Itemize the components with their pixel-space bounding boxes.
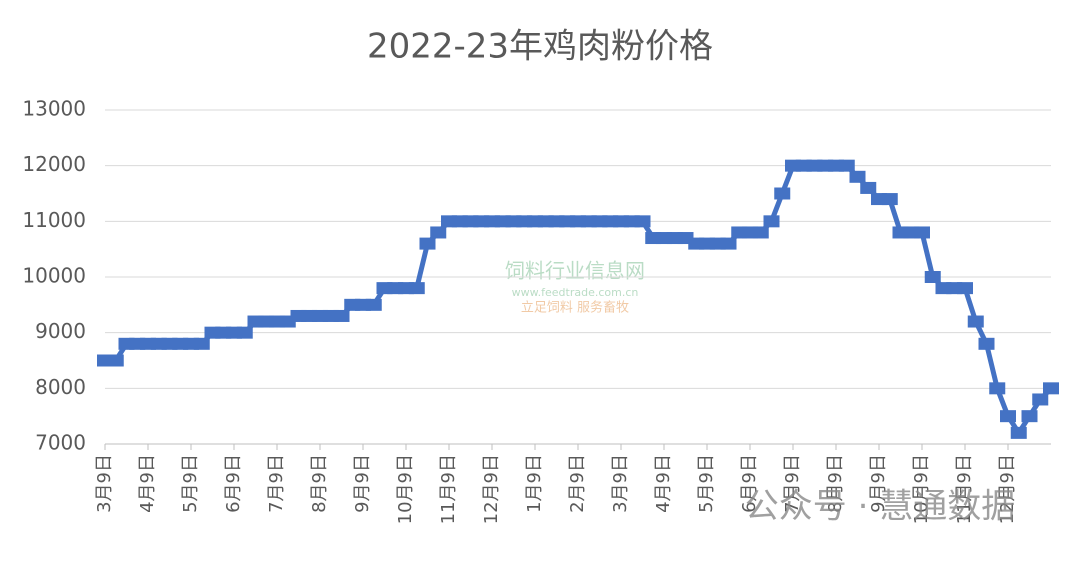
- data-point: [430, 226, 447, 239]
- y-tick-label: 9000: [35, 319, 86, 343]
- x-tick-label: 7月9日: [266, 454, 287, 513]
- data-point: [763, 215, 780, 228]
- data-point: [236, 326, 253, 339]
- data-point: [881, 193, 898, 206]
- data-point: [419, 237, 436, 250]
- data-point: [967, 315, 984, 328]
- data-point: [924, 271, 941, 283]
- y-tick-label: 7000: [35, 431, 86, 455]
- x-tick-label: 2月9日: [567, 454, 588, 513]
- y-tick-label: 13000: [22, 97, 86, 121]
- y-tick-label: 10000: [22, 264, 86, 288]
- y-tick-label: 12000: [22, 152, 86, 176]
- x-tick-label: 5月9日: [696, 454, 717, 513]
- x-tick-label: 9月9日: [352, 454, 373, 513]
- x-tick-label: 4月9日: [137, 454, 158, 513]
- x-tick-label: 9月9日: [868, 454, 889, 513]
- x-tick-label: 7月9日: [782, 454, 803, 513]
- x-tick-label: 3月9日: [94, 454, 115, 513]
- data-point: [774, 187, 791, 200]
- data-point: [720, 237, 737, 250]
- data-point: [1032, 393, 1049, 406]
- x-tick-label: 12月9日: [997, 454, 1018, 524]
- data-point: [333, 309, 350, 322]
- x-tick-label: 10月9日: [395, 454, 416, 524]
- data-point: [107, 354, 124, 367]
- chart-title: 2022-23年鸡肉粉价格: [367, 27, 713, 67]
- data-point: [408, 282, 425, 295]
- x-tick-label: 11月9日: [954, 454, 975, 524]
- data-point: [978, 337, 995, 350]
- data-point: [914, 226, 930, 239]
- data-point: [1043, 382, 1059, 395]
- data-point: [849, 170, 866, 183]
- x-tick-label: 12月9日: [481, 454, 502, 524]
- x-tick-label: 3月9日: [610, 454, 631, 513]
- y-tick-label: 11000: [22, 208, 86, 232]
- watermark-url: www.feedtrade.com.cn: [512, 286, 639, 299]
- x-tick-label: 6月9日: [739, 454, 760, 513]
- x-tick-label: 1月9日: [524, 454, 545, 513]
- watermark-slogan: 立足饲料 服务畜牧: [521, 300, 629, 316]
- x-tick-label: 8月9日: [309, 454, 330, 513]
- x-tick-label: 5月9日: [180, 454, 201, 513]
- data-point: [838, 159, 855, 172]
- data-point: [957, 282, 973, 295]
- data-point: [752, 226, 769, 239]
- data-point: [1021, 410, 1038, 423]
- watermark-account: 公众号 · 慧通数据: [745, 487, 1015, 527]
- data-point: [1000, 410, 1016, 423]
- data-point: [365, 298, 382, 311]
- data-point: [860, 181, 877, 194]
- x-tick-label: 6月9日: [223, 454, 244, 513]
- x-tick-label: 11月9日: [438, 454, 459, 524]
- watermark-site: 饲料行业信息网: [505, 259, 645, 283]
- x-tick-label: 10月9日: [911, 454, 932, 524]
- data-point: [634, 215, 651, 228]
- y-tick-label: 8000: [35, 375, 86, 399]
- data-point: [989, 382, 1006, 395]
- data-point: [193, 337, 210, 350]
- plot-area: 7000 8000 9000 10000 11000 12000 13000 3月9日 4月9日…: [22, 97, 1059, 524]
- x-tick-label: 4月9日: [653, 454, 674, 513]
- x-tick-label: 8月9日: [825, 454, 846, 513]
- data-point: [1010, 426, 1027, 439]
